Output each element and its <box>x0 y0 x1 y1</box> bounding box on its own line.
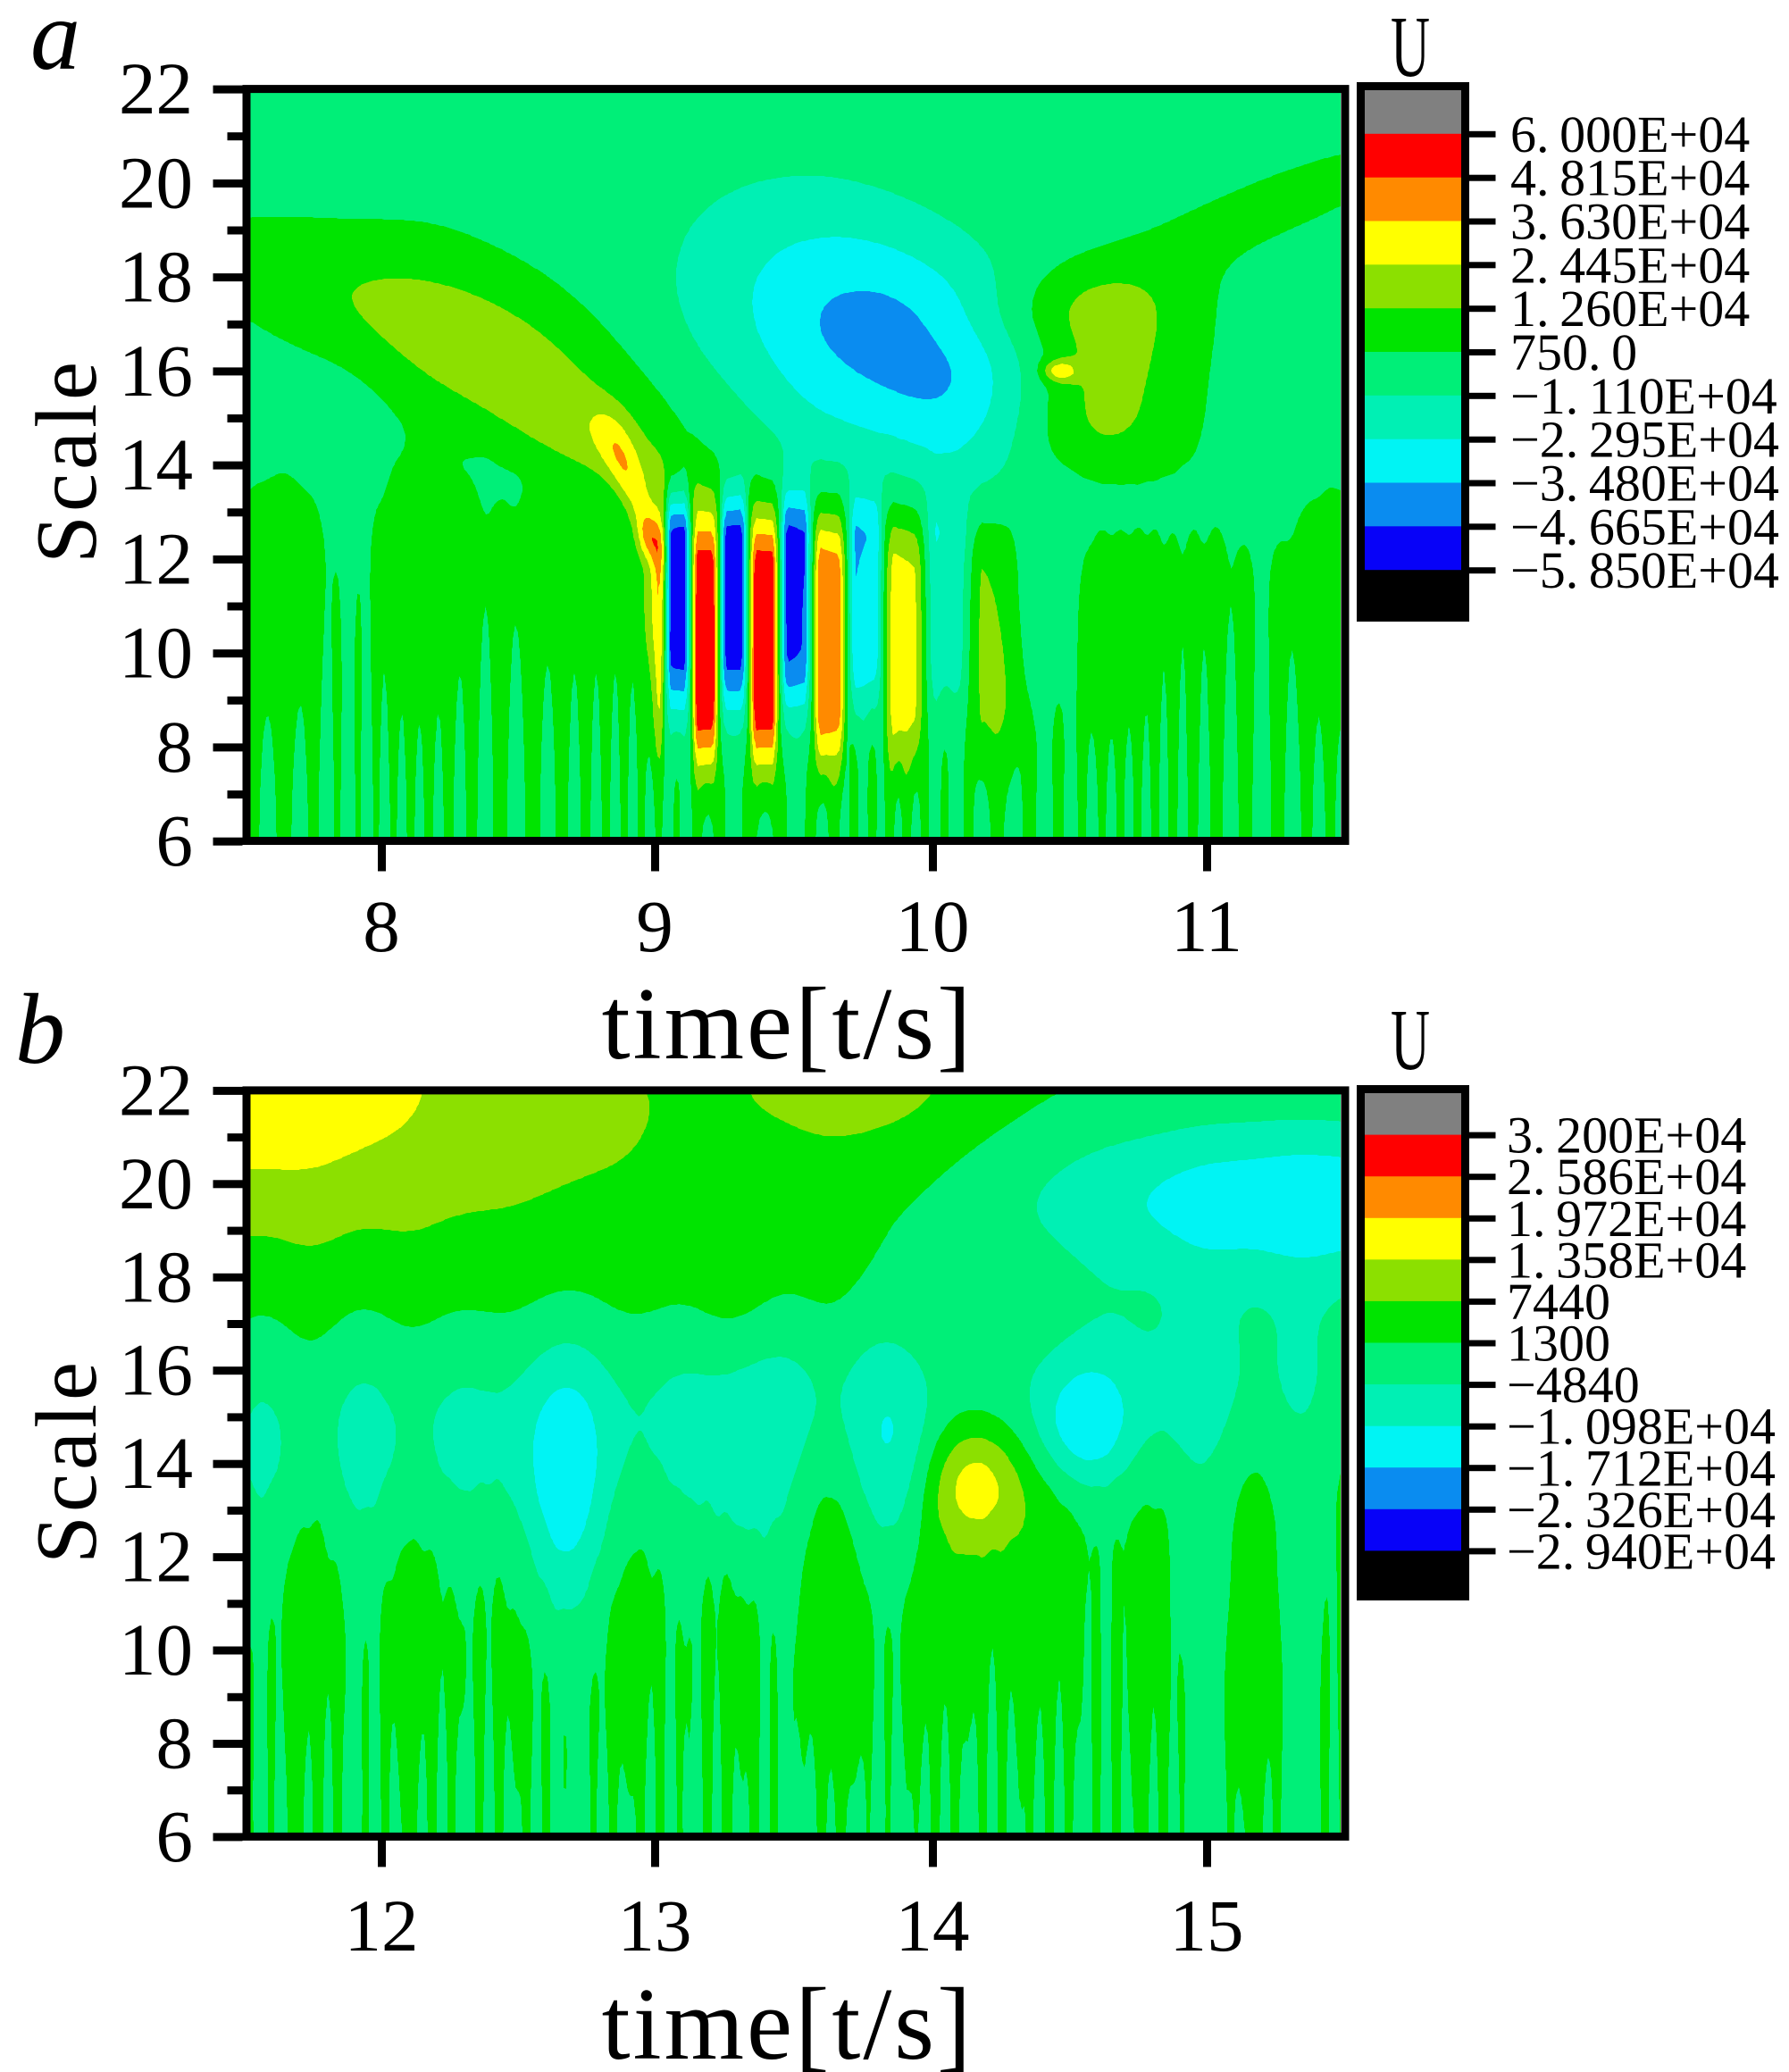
svg-text:−1. 110E+04: −1. 110E+04 <box>1510 367 1777 425</box>
svg-text:6: 6 <box>156 1795 194 1877</box>
svg-text:12: 12 <box>119 517 193 599</box>
svg-text:−4. 665E+04: −4. 665E+04 <box>1510 497 1779 556</box>
svg-text:U: U <box>1391 992 1430 1089</box>
svg-text:1300: 1300 <box>1507 1315 1610 1373</box>
svg-text:20: 20 <box>119 1142 193 1224</box>
svg-text:750. 0: 750. 0 <box>1510 323 1637 381</box>
svg-text:22: 22 <box>119 1049 193 1131</box>
svg-text:−1. 098E+04: −1. 098E+04 <box>1507 1398 1776 1456</box>
svg-text:22: 22 <box>119 47 193 130</box>
svg-text:−3. 480E+04: −3. 480E+04 <box>1510 455 1779 513</box>
svg-text:−2. 326E+04: −2. 326E+04 <box>1507 1481 1776 1539</box>
svg-text:6. 000E+04: 6. 000E+04 <box>1510 105 1750 163</box>
svg-text:3. 630E+04: 3. 630E+04 <box>1510 193 1750 251</box>
svg-text:8: 8 <box>363 885 400 967</box>
svg-text:14: 14 <box>119 423 193 505</box>
svg-text:12: 12 <box>119 1516 193 1598</box>
svg-text:2. 445E+04: 2. 445E+04 <box>1510 236 1750 294</box>
svg-text:1. 358E+04: 1. 358E+04 <box>1507 1231 1746 1289</box>
svg-text:2. 586E+04: 2. 586E+04 <box>1507 1148 1746 1206</box>
svg-text:20: 20 <box>119 141 193 223</box>
svg-text:4. 815E+04: 4. 815E+04 <box>1510 149 1750 207</box>
svg-text:15: 15 <box>1170 1884 1244 1967</box>
svg-text:14: 14 <box>119 1422 193 1504</box>
svg-text:−1. 712E+04: −1. 712E+04 <box>1507 1439 1776 1497</box>
svg-text:3. 200E+04: 3. 200E+04 <box>1507 1107 1746 1165</box>
svg-text:10: 10 <box>119 612 193 694</box>
svg-text:16: 16 <box>119 1329 193 1411</box>
svg-text:11: 11 <box>1171 885 1242 967</box>
svg-text:18: 18 <box>119 236 193 318</box>
svg-text:a: a <box>30 0 80 91</box>
svg-text:10: 10 <box>119 1608 193 1691</box>
svg-text:−2. 295E+04: −2. 295E+04 <box>1510 411 1779 469</box>
svg-text:−5. 850E+04: −5. 850E+04 <box>1510 541 1779 599</box>
svg-text:1. 972E+04: 1. 972E+04 <box>1507 1190 1746 1248</box>
svg-text:Scale: Scale <box>19 358 114 564</box>
svg-text:18: 18 <box>119 1235 193 1317</box>
svg-text:−4840: −4840 <box>1507 1356 1640 1414</box>
svg-text:16: 16 <box>119 330 193 412</box>
svg-text:13: 13 <box>618 1884 692 1967</box>
svg-text:time[t/s]: time[t/s] <box>602 967 974 1081</box>
svg-text:−2. 940E+04: −2. 940E+04 <box>1507 1522 1776 1580</box>
svg-text:b: b <box>15 974 65 1085</box>
svg-text:Scale: Scale <box>19 1358 114 1564</box>
svg-text:6: 6 <box>156 799 194 881</box>
svg-text:time[t/s]: time[t/s] <box>602 1968 974 2072</box>
svg-text:8: 8 <box>156 1701 194 1784</box>
svg-text:1. 260E+04: 1. 260E+04 <box>1510 280 1750 338</box>
svg-text:12: 12 <box>345 1884 419 1967</box>
svg-text:7440: 7440 <box>1507 1273 1610 1331</box>
svg-text:U: U <box>1391 0 1430 96</box>
svg-text:8: 8 <box>156 706 194 788</box>
svg-text:10: 10 <box>896 885 970 967</box>
svg-text:14: 14 <box>896 1884 970 1967</box>
svg-text:9: 9 <box>636 885 673 967</box>
